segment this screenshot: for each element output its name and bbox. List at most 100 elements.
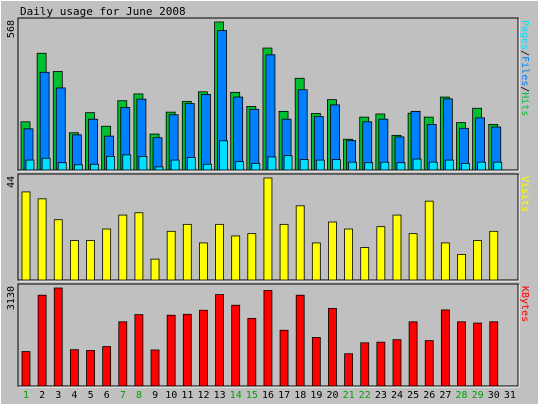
legend-part-usage-1: / xyxy=(519,50,530,56)
bar-kbytes-day-3 xyxy=(53,287,63,387)
bar-kbytes-day-20 xyxy=(328,307,337,387)
day-label-31: 31 xyxy=(504,390,516,401)
bar-visits-day-5 xyxy=(86,240,95,281)
day-label-10: 10 xyxy=(165,390,177,401)
bar-visits-day-23 xyxy=(376,226,386,281)
bar-kbytes-day-19 xyxy=(311,337,321,387)
bar-kbytes-day-12 xyxy=(199,309,208,387)
chart-title: Daily usage for June 2008 xyxy=(20,5,186,18)
bar-files-day-18 xyxy=(297,89,308,171)
bar-pages-day-24 xyxy=(396,162,406,171)
bar-visits-day-14 xyxy=(231,235,241,281)
day-label-30: 30 xyxy=(488,390,500,401)
bar-files-day-5 xyxy=(88,118,98,171)
bar-kbytes-day-5 xyxy=(86,350,95,387)
bar-kbytes-day-14 xyxy=(231,304,241,387)
bar-visits-day-25 xyxy=(408,233,418,281)
bar-visits-day-4 xyxy=(69,240,79,281)
panel-visits: 44 Visits xyxy=(6,173,530,282)
bar-visits-day-8 xyxy=(134,212,144,281)
day-label-13: 13 xyxy=(214,390,226,401)
bar-kbytes-day-22 xyxy=(360,342,370,387)
day-label-8: 8 xyxy=(136,390,142,401)
day-label-18: 18 xyxy=(294,390,306,401)
bar-files-day-3 xyxy=(55,87,66,171)
bar-pages-day-21 xyxy=(348,161,357,171)
bar-kbytes-day-17 xyxy=(279,329,289,387)
bar-kbytes-day-29 xyxy=(473,322,483,387)
bar-visits-day-26 xyxy=(424,200,434,281)
legend-visits: Visits xyxy=(519,176,530,212)
bar-visits-day-10 xyxy=(166,230,176,281)
bar-kbytes-day-4 xyxy=(69,349,79,387)
day-label-25: 25 xyxy=(407,390,419,401)
bar-kbytes-day-11 xyxy=(182,313,192,387)
bar-kbytes-day-15 xyxy=(247,317,257,387)
bar-pages-day-28 xyxy=(461,163,470,171)
bar-files-day-14 xyxy=(233,96,244,171)
bar-visits-day-30 xyxy=(489,230,499,281)
legend-part-usage-2: Files xyxy=(519,56,530,86)
bar-pages-day-30 xyxy=(493,161,503,171)
bar-visits-day-20 xyxy=(328,221,337,281)
day-labels: 1 2 3 4 5 6 7 8 9 10 11 12 13 14 15 16 17 18 19 20 21 22 23 24 2… xyxy=(23,390,516,401)
bar-pages-day-29 xyxy=(477,161,487,171)
bar-pages-day-1 xyxy=(25,159,35,171)
bar-pages-day-3 xyxy=(57,162,67,171)
bar-visits-day-3 xyxy=(53,219,63,281)
bar-files-day-9 xyxy=(152,137,163,171)
bar-visits-day-22 xyxy=(360,247,370,281)
day-label-27: 27 xyxy=(439,390,451,401)
bar-files-day-16 xyxy=(265,54,276,171)
day-label-16: 16 xyxy=(262,390,274,401)
legend-part-usage-4: Hits xyxy=(519,92,530,116)
day-label-2: 2 xyxy=(39,390,45,401)
day-label-7: 7 xyxy=(120,390,126,401)
day-label-28: 28 xyxy=(456,390,468,401)
bar-visits-day-27 xyxy=(440,242,450,281)
bar-pages-day-14 xyxy=(235,161,245,171)
bar-kbytes-day-27 xyxy=(440,309,450,387)
bar-visits-day-6 xyxy=(102,228,112,281)
bar-pages-day-10 xyxy=(170,159,180,171)
bar-pages-day-26 xyxy=(428,161,438,171)
bar-pages-day-15 xyxy=(251,163,261,171)
max-label-visits: 44 xyxy=(6,176,17,188)
bar-files-day-12 xyxy=(201,94,211,171)
day-label-4: 4 xyxy=(71,390,77,401)
bar-files-day-15 xyxy=(249,108,260,171)
day-label-5: 5 xyxy=(88,390,94,401)
bar-visits-day-28 xyxy=(457,254,466,281)
bar-pages-day-23 xyxy=(380,161,390,171)
bar-kbytes-day-13 xyxy=(215,294,224,387)
bar-visits-day-12 xyxy=(199,242,208,281)
panel-usage: 568 Pages/Files/Hits xyxy=(6,17,530,172)
legend-part-kbytes-0: KBytes xyxy=(519,286,530,322)
bar-visits-day-2 xyxy=(37,198,47,281)
bar-kbytes-day-28 xyxy=(457,321,466,387)
bar-visits-day-24 xyxy=(392,214,402,281)
bar-visits-day-7 xyxy=(118,214,128,281)
bar-kbytes-day-2 xyxy=(37,294,47,387)
bar-visits-day-21 xyxy=(344,228,353,281)
bar-kbytes-day-21 xyxy=(344,353,353,387)
day-label-9: 9 xyxy=(152,390,158,401)
day-label-12: 12 xyxy=(197,390,209,401)
panel-kbytes: 3130 KBytes xyxy=(6,283,530,388)
bar-visits-day-11 xyxy=(182,223,192,281)
bar-files-day-27 xyxy=(442,98,453,171)
bar-visits-day-17 xyxy=(279,223,289,281)
legend-usage: Pages/Files/Hits xyxy=(519,20,530,116)
bar-pages-day-18 xyxy=(299,159,309,171)
legend-part-usage-0: Pages xyxy=(519,20,530,50)
day-label-11: 11 xyxy=(181,390,193,401)
bar-kbytes-day-9 xyxy=(150,349,160,387)
day-label-1: 1 xyxy=(23,390,29,401)
legend-part-visits-0: Visits xyxy=(519,176,530,212)
bar-pages-day-12 xyxy=(203,163,212,171)
bar-kbytes-day-18 xyxy=(295,294,305,387)
bar-pages-day-4 xyxy=(73,164,83,171)
day-label-29: 29 xyxy=(472,390,484,401)
